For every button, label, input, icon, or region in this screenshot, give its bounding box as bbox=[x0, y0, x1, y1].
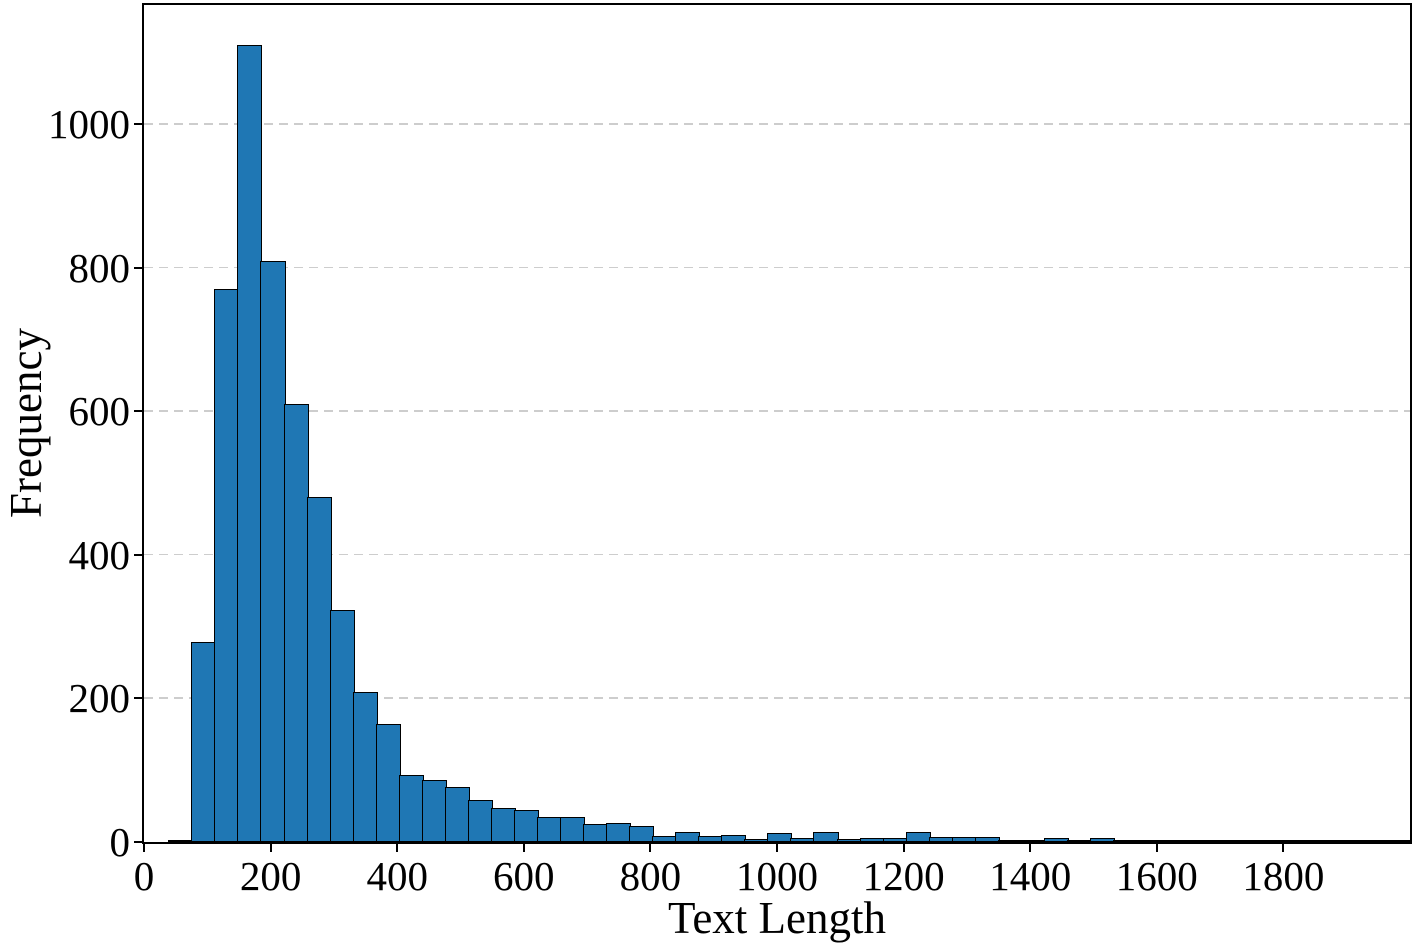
histogram-bar bbox=[1343, 840, 1368, 842]
x-tick-mark bbox=[1029, 844, 1032, 852]
histogram-bar bbox=[1090, 837, 1115, 842]
histogram-bar bbox=[744, 839, 769, 842]
gridline-y-400 bbox=[144, 553, 1410, 556]
histogram-bar bbox=[837, 839, 862, 842]
histogram-bar bbox=[330, 610, 355, 842]
histogram-bar bbox=[168, 839, 193, 842]
x-tick-label: 1000 bbox=[736, 853, 818, 899]
histogram-bar bbox=[514, 809, 539, 842]
histogram-bar bbox=[399, 775, 424, 842]
x-tick-mark bbox=[143, 844, 145, 852]
histogram-bar bbox=[790, 837, 815, 842]
histogram-bar bbox=[307, 497, 332, 842]
x-tick-mark bbox=[1282, 844, 1285, 852]
bars-layer bbox=[144, 5, 1410, 842]
x-tick-mark bbox=[902, 844, 905, 852]
y-tick-label: 0 bbox=[109, 819, 131, 865]
histogram-bar bbox=[975, 836, 1000, 842]
y-tick-label: 200 bbox=[68, 675, 131, 722]
histogram-bar bbox=[468, 800, 493, 842]
x-tick-mark bbox=[649, 844, 652, 852]
x-tick-label: 800 bbox=[619, 853, 682, 899]
histogram-bar bbox=[560, 816, 585, 842]
histogram-bar bbox=[491, 808, 516, 842]
histogram-bar bbox=[929, 836, 954, 842]
y-tick-label: 1000 bbox=[48, 101, 130, 148]
histogram-bar bbox=[214, 289, 239, 842]
histogram-bar bbox=[1297, 840, 1322, 842]
x-tick-label: 1400 bbox=[989, 853, 1072, 899]
histogram-bar bbox=[1136, 839, 1161, 842]
x-tick-label: 600 bbox=[493, 853, 555, 899]
x-axis-title: Text Length bbox=[667, 893, 887, 943]
histogram-bar bbox=[237, 45, 262, 842]
y-tick-mark bbox=[134, 553, 142, 556]
histogram-bar bbox=[1113, 840, 1138, 842]
x-tick-mark bbox=[396, 844, 399, 852]
histogram-bar bbox=[1320, 840, 1345, 842]
y-tick-label: 400 bbox=[68, 531, 131, 578]
histogram-bar bbox=[675, 831, 700, 842]
histogram-bar bbox=[860, 837, 885, 842]
histogram-bar bbox=[1228, 840, 1253, 842]
plot-area bbox=[142, 3, 1412, 844]
histogram-bar bbox=[767, 832, 792, 842]
x-tick-label: 1600 bbox=[1115, 853, 1198, 899]
x-tick-mark bbox=[776, 844, 778, 852]
histogram-bar bbox=[445, 786, 470, 842]
gridline-y-800 bbox=[144, 266, 1410, 269]
y-tick-label: 800 bbox=[68, 244, 131, 291]
histogram-bar bbox=[537, 816, 562, 842]
histogram-bar bbox=[1274, 840, 1299, 842]
histogram-bar bbox=[698, 836, 723, 842]
histogram-bar bbox=[583, 824, 608, 842]
y-tick-mark bbox=[134, 410, 142, 413]
histogram-bar bbox=[1067, 840, 1092, 842]
histogram-bar bbox=[1366, 840, 1392, 842]
histogram-bar bbox=[1044, 838, 1069, 842]
histogram-bar bbox=[606, 823, 631, 842]
histogram-bar bbox=[191, 642, 216, 842]
histogram-bar bbox=[284, 404, 309, 842]
x-tick-label: 200 bbox=[239, 853, 302, 899]
histogram-bar bbox=[1159, 840, 1184, 842]
x-tick-label: 1800 bbox=[1242, 853, 1325, 899]
histogram-bar bbox=[1182, 840, 1207, 842]
y-tick-mark bbox=[134, 841, 142, 843]
histogram-bar bbox=[998, 840, 1023, 842]
histogram-bar bbox=[1251, 840, 1276, 842]
histogram-bar bbox=[629, 826, 654, 842]
histogram-bar bbox=[376, 723, 401, 842]
histogram-bar bbox=[260, 260, 286, 842]
histogram-bar bbox=[1205, 840, 1230, 842]
gridline-y-200 bbox=[144, 697, 1410, 700]
x-tick-label: 1200 bbox=[862, 853, 945, 899]
y-axis-title: Frequency bbox=[1, 328, 51, 518]
histogram-bar bbox=[813, 831, 839, 842]
histogram-bar bbox=[906, 831, 931, 842]
gridline-y-600 bbox=[144, 410, 1410, 412]
gridline-y-1000 bbox=[144, 123, 1410, 125]
x-tick-label: 400 bbox=[366, 853, 428, 899]
x-tick-mark bbox=[522, 844, 525, 852]
histogram-bar bbox=[353, 691, 378, 842]
x-tick-mark bbox=[269, 844, 272, 852]
histogram-bar bbox=[721, 834, 746, 842]
histogram-bar bbox=[883, 837, 908, 842]
y-tick-mark bbox=[134, 123, 142, 126]
y-tick-mark bbox=[134, 266, 142, 269]
y-tick-mark bbox=[134, 697, 142, 700]
x-tick-label: 0 bbox=[133, 853, 155, 899]
y-tick-label: 600 bbox=[68, 388, 131, 435]
histogram-bar bbox=[422, 779, 447, 842]
x-tick-mark bbox=[1155, 844, 1158, 852]
gridline-layer bbox=[144, 5, 1410, 842]
histogram-bar bbox=[1021, 839, 1046, 842]
histogram-bar bbox=[952, 836, 977, 842]
histogram-bar bbox=[1390, 839, 1410, 842]
histogram-bar bbox=[652, 836, 677, 842]
